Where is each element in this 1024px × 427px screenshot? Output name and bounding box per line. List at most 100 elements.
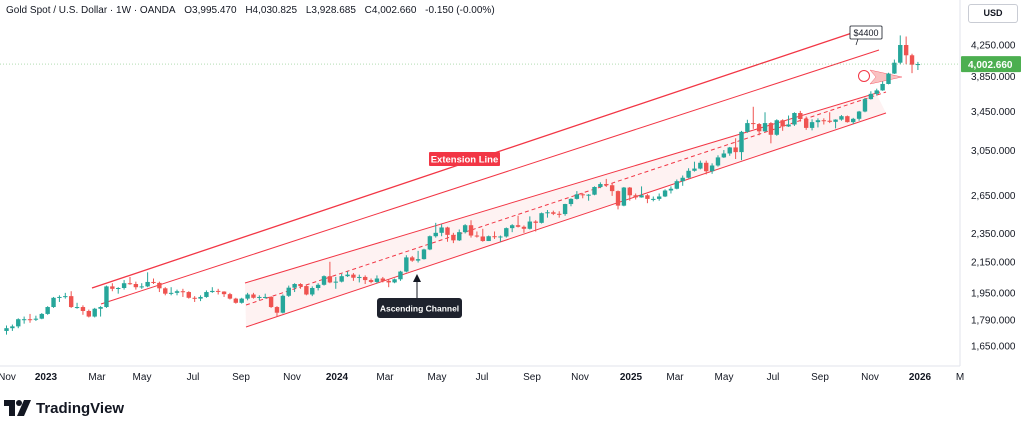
candle-body	[151, 281, 156, 283]
candle	[780, 119, 785, 131]
candle-body	[74, 307, 80, 309]
candle	[374, 275, 380, 284]
candle	[63, 292, 68, 299]
candle-body	[651, 198, 656, 200]
candle-body	[492, 236, 497, 238]
candle-body	[609, 185, 615, 192]
candle	[457, 229, 462, 242]
change-value: -0.150 (-0.00%)	[425, 5, 495, 16]
candle-body	[80, 307, 86, 311]
candle	[257, 295, 262, 301]
candle-body	[874, 90, 879, 94]
candle	[604, 178, 609, 187]
candle	[821, 118, 827, 125]
candle-body	[856, 111, 862, 119]
time-tick-label: 2023	[35, 372, 58, 383]
candle-body	[515, 225, 521, 227]
candle	[421, 248, 427, 260]
candle	[251, 292, 256, 299]
candle-body	[892, 62, 897, 74]
tradingview-logo[interactable]: TradingView	[4, 398, 124, 418]
candle	[45, 306, 50, 315]
candle-body	[286, 287, 291, 296]
candle-body	[233, 298, 239, 303]
open-value: O3,995.470	[184, 5, 237, 16]
candle-body	[51, 297, 56, 308]
candle	[668, 186, 674, 194]
currency-button[interactable]: USD	[968, 4, 1018, 23]
candle	[21, 316, 27, 324]
candle-body	[392, 279, 397, 283]
time-tick-label: Nov	[571, 372, 589, 383]
candle-body	[386, 280, 391, 283]
candle	[815, 118, 821, 128]
candle-body	[615, 191, 621, 206]
candle	[98, 306, 103, 317]
candle	[792, 112, 797, 126]
candle-body	[445, 227, 450, 235]
candle-body	[798, 113, 803, 119]
candle	[504, 227, 509, 238]
low-value: L3,928.685	[305, 5, 356, 16]
candle-body	[116, 287, 121, 289]
time-tick-label: Jul	[767, 372, 780, 383]
candle-body	[462, 225, 468, 233]
candle-body	[68, 296, 74, 308]
candle	[709, 163, 715, 174]
candle	[27, 313, 33, 323]
candle	[480, 228, 485, 242]
candle	[268, 296, 274, 308]
price-chart[interactable]: $4400 Extension Line Ascending Channel 4,2…	[0, 0, 1024, 395]
candle	[116, 287, 121, 294]
candle	[592, 186, 597, 196]
candle-body	[645, 195, 650, 199]
candle	[586, 194, 591, 201]
candle-body	[280, 295, 286, 313]
candle	[880, 81, 885, 91]
candle-body	[721, 153, 727, 158]
peak-label-pointer	[855, 38, 859, 46]
candle	[803, 116, 809, 130]
candle-body	[110, 286, 115, 289]
candle-body	[662, 190, 668, 197]
candle	[351, 273, 356, 281]
candle-body	[357, 276, 362, 278]
candle-body	[215, 290, 221, 292]
candle-body	[380, 278, 386, 281]
symbol-title[interactable]: Gold Spot / U.S. Dollar · 1W · OANDA	[6, 5, 176, 16]
candle-body	[727, 147, 732, 154]
candle-body	[368, 280, 374, 282]
candle	[16, 318, 21, 329]
candle-body	[915, 64, 921, 66]
candle	[609, 183, 615, 196]
candle	[315, 283, 321, 291]
price-tick-label: 2,650.000	[971, 191, 1016, 202]
candle	[410, 255, 415, 262]
candle-body	[239, 298, 244, 303]
candle	[39, 313, 44, 320]
candle-body	[839, 116, 844, 120]
candle	[439, 224, 444, 237]
candle	[404, 255, 409, 273]
price-tick-label: 1,950.000	[971, 288, 1016, 299]
candle	[656, 193, 662, 201]
candle-body	[698, 162, 703, 169]
channel-lower-line	[245, 112, 887, 328]
candle	[862, 97, 868, 113]
candle	[157, 281, 162, 293]
candle-body	[768, 123, 774, 135]
candle-body	[410, 257, 415, 261]
candle-body	[545, 212, 550, 214]
candle	[809, 119, 815, 131]
candle	[486, 235, 491, 242]
candle	[86, 309, 92, 318]
candle-body	[10, 326, 15, 329]
candle-body	[227, 294, 233, 299]
candle	[498, 235, 503, 242]
candle-body	[174, 291, 180, 293]
ascending-channel-label: Ascending Channel	[380, 304, 459, 314]
candle-body	[604, 184, 609, 186]
candle-body	[656, 196, 662, 199]
candle-body	[686, 170, 691, 178]
time-tick-label: May	[715, 372, 734, 383]
